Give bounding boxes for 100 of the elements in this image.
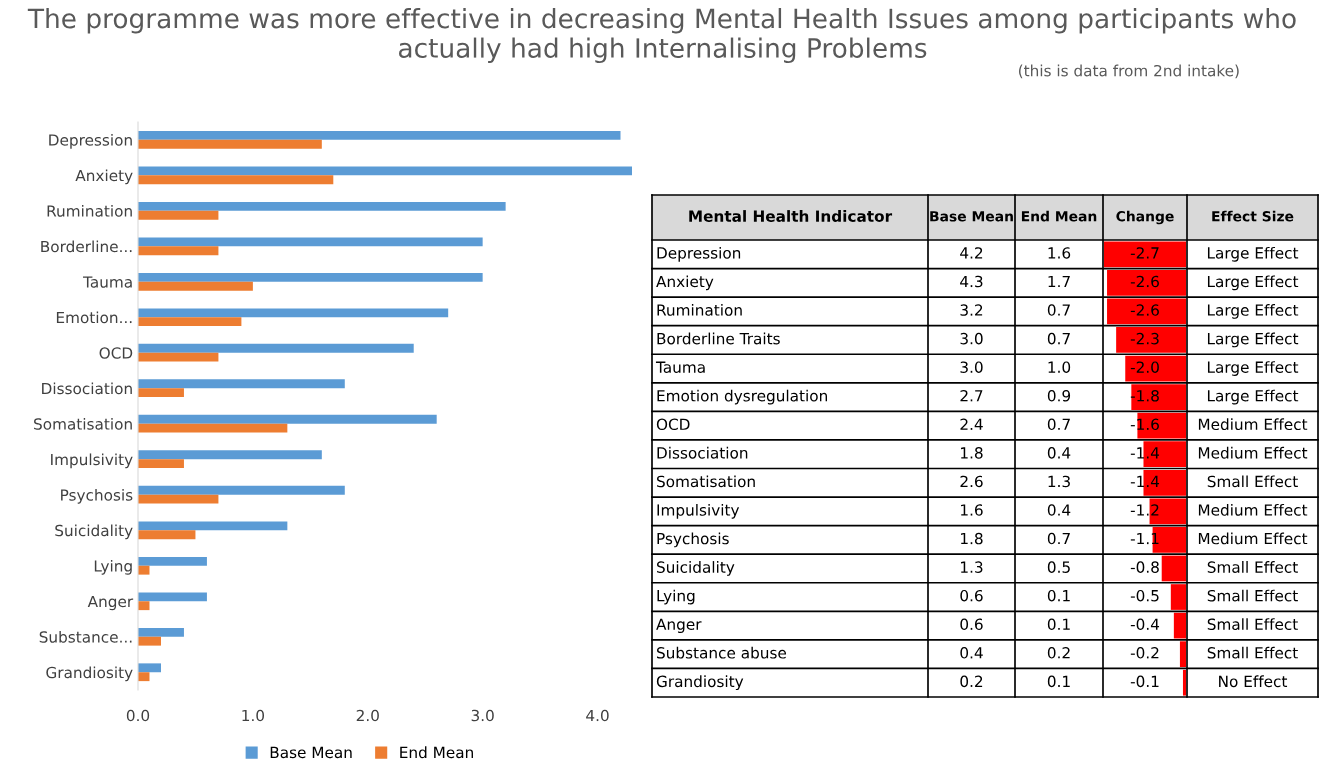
data-label: -0.1 [1130,675,1159,688]
text: 2.6 [960,475,983,488]
y-tick-label: Grandiosity [46,666,133,682]
y-tick-label: Anxiety [656,275,714,291]
y-tick-label: Anger [87,595,134,611]
text: Large Effect [1207,304,1299,319]
text: Base Mean [930,211,1013,222]
x-tick-label: 3.0 [471,709,494,722]
y-tick-label: Depression [49,133,132,149]
bar [138,281,253,291]
bar [138,663,161,673]
data-label: -2.0 [1130,361,1159,373]
y-tick-label: Anxiety [75,169,133,185]
text: Small Effect [1207,589,1298,602]
bar [138,556,207,566]
text: No Effect [1219,675,1288,688]
y-tick-label: OCD [656,418,690,431]
text: 0.1 [1047,589,1070,602]
text: 0.2 [960,675,983,688]
text: Small Effect [1207,618,1298,631]
bar [138,388,184,398]
data-label: -0.4 [1130,618,1160,631]
y-tick-label: Impulsivity [657,503,740,519]
text: 0.7 [1047,532,1070,545]
bar [138,272,483,282]
y-tick-label: Grandiosity [656,675,744,691]
y-tick-label: Emotion... [56,311,132,324]
bar [138,414,437,424]
text: Large Effect [1207,332,1299,348]
y-axis-title: Mental Health Indicator [689,210,893,222]
text: 1.6 [1048,247,1071,259]
y-tick-label: Substance abuse [657,646,787,659]
bar [138,317,242,327]
y-tick-label: Rumination [657,304,742,316]
bar [138,166,632,176]
data-label: -0.5 [1130,589,1159,602]
bar [138,246,219,256]
text: 0.1 [1047,618,1070,631]
bar [138,201,506,211]
text: Large Effect [1207,246,1299,262]
bar [138,494,219,504]
text: 3.0 [960,361,983,373]
data-label: -1.8 [1130,389,1159,402]
text: 0.2 [1047,647,1070,659]
data-label: -2.3 [1130,332,1159,345]
text: 1.0 [1048,361,1071,373]
y-tick-label: Rumination [47,204,132,217]
text: 0.7 [1047,418,1070,431]
text: 1.3 [961,561,983,573]
text: 2.4 [960,418,983,430]
text: 1.8 [961,447,983,459]
bar [138,450,322,460]
y-tick-label: Borderline Traits [657,332,780,345]
series-label: Change [1116,210,1174,225]
y-tick-label: Substance... [39,630,132,643]
bar [138,352,219,362]
text: Medium Effect [1198,532,1308,545]
bar [138,530,196,540]
text: 4.3 [960,275,983,288]
text: 0.5 [1047,561,1070,573]
text: 3.2 [960,304,983,316]
y-tick-label: Psychosis [61,488,133,504]
y-tick-label: Anger [656,618,702,633]
chart-title: The programme was more effective in decreasing Mental Health Issues among participants who actually had high Internalising Problems [27,8,1296,64]
data-label: -0.8 [1130,561,1159,573]
text: Large Effect [1207,275,1299,291]
text: 1.8 [961,532,983,545]
text: Medium Effect [1198,446,1308,459]
data-label: -0.2 [1130,647,1159,659]
text: 0.1 [1047,675,1070,688]
bar [138,627,184,637]
text: Large Effect [1207,361,1299,376]
text: 2.7 [960,389,983,402]
y-tick-label: Depression [657,246,741,262]
text: 0.6 [960,589,983,602]
text: 0.4 [1047,447,1071,459]
text: Effect Size [1212,210,1294,222]
y-tick-label: Suicidality [55,524,133,540]
text: 4.2 [960,247,983,259]
bar [138,343,414,353]
text: 1.3 [1048,475,1070,488]
y-tick-label: Suicidality [657,561,735,576]
bar [138,423,288,433]
text: Small Effect [1207,646,1298,659]
y-tick-label: Tauma [82,276,132,288]
bar [138,308,449,318]
bar [138,521,288,531]
legend-label: End Mean [400,746,473,759]
text: 1.7 [1048,275,1070,288]
legend-label: Base Mean [270,746,352,759]
x-tick-label: 0.0 [126,709,150,722]
y-tick-label: Borderline... [41,240,132,253]
text: 0.4 [960,647,983,659]
text: 0.9 [1047,389,1071,402]
text: Small Effect [1207,561,1298,573]
y-tick-label: OCD [99,347,133,359]
bar [138,592,207,602]
x-tick-label: 1.0 [242,709,265,722]
text: End Mean [1021,210,1097,222]
bar [138,379,345,389]
